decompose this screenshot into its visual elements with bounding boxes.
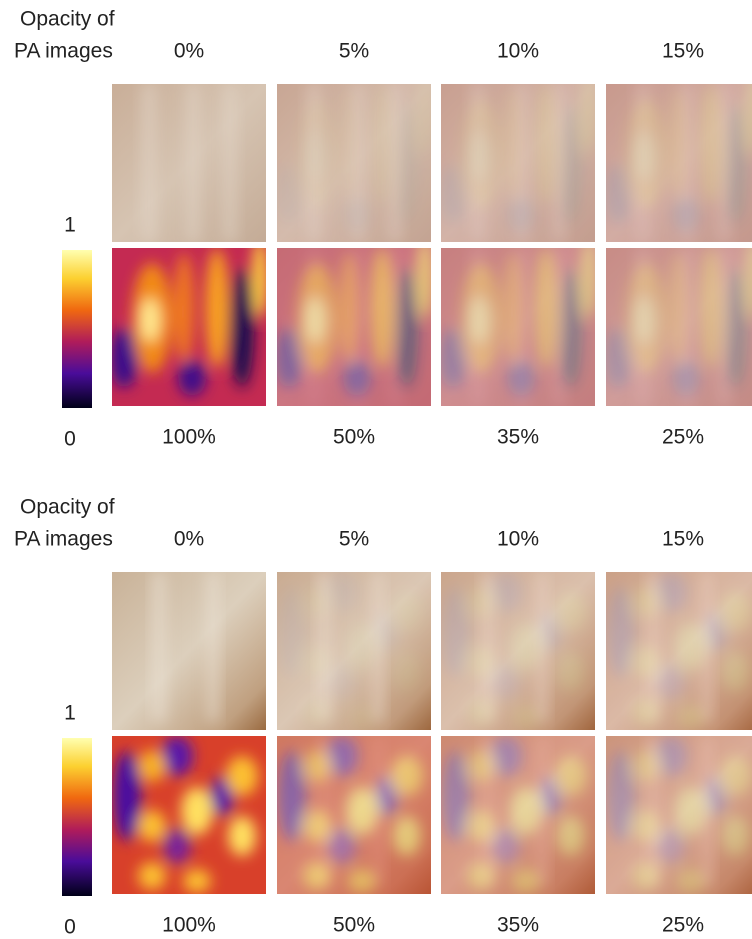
opacity-label: 0%: [174, 528, 204, 551]
colorbar-min: 0: [64, 916, 76, 939]
overlay-image: [604, 238, 752, 406]
overlay-image: [110, 238, 268, 406]
pa-image: [439, 238, 597, 406]
overlay-image: [439, 238, 597, 406]
opacity-label: 0%: [174, 40, 204, 63]
opacity-label: 5%: [339, 528, 369, 551]
opacity-label: 50%: [333, 426, 375, 449]
panel-label: Opacity of: [20, 496, 115, 519]
pa-image: [439, 74, 597, 242]
overlay-image: [606, 572, 752, 730]
opacity-label: 50%: [333, 914, 375, 937]
pa-image: [110, 238, 268, 406]
colorbar-max: 1: [64, 702, 76, 725]
pa-image: [112, 736, 266, 894]
colorbar-max: 1: [64, 214, 76, 237]
overlay-image: [112, 572, 266, 730]
opacity-label: 15%: [662, 528, 704, 551]
pa-image: [277, 736, 431, 894]
panel-label: PA images: [14, 528, 113, 551]
opacity-label: 25%: [662, 914, 704, 937]
overlay-image: [112, 736, 266, 894]
pa-image: [604, 74, 752, 242]
opacity-label: 100%: [162, 426, 216, 449]
colorbar-min: 0: [64, 428, 76, 451]
pa-image: [441, 572, 595, 730]
overlay-image: [604, 74, 752, 242]
panel: Opacity of PA images 0% 100% 5% 50% 10% 35% 15% 2…: [14, 8, 752, 451]
opacity-label: 100%: [162, 914, 216, 937]
overlay-image: [439, 74, 597, 242]
overlay-image: [275, 74, 433, 242]
colorbar: [62, 250, 92, 408]
overlay-image: [275, 238, 433, 406]
opacity-label: 10%: [497, 528, 539, 551]
pa-image: [441, 736, 595, 894]
opacity-label: 15%: [662, 40, 704, 63]
opacity-label: 5%: [339, 40, 369, 63]
opacity-label: 10%: [497, 40, 539, 63]
overlay-image: [277, 572, 431, 730]
opacity-label: 25%: [662, 426, 704, 449]
overlay-image: [277, 736, 431, 894]
panel-label: Opacity of: [20, 8, 115, 31]
overlay-image: [606, 736, 752, 894]
panel: Opacity of PA images 0% 100% 5% 50% 10% 35% 15% 2…: [14, 496, 752, 939]
pa-image: [275, 238, 433, 406]
opacity-label: 35%: [497, 914, 539, 937]
panel-label: PA images: [14, 40, 113, 63]
pa-image: [275, 74, 433, 242]
overlay-image: [441, 572, 595, 730]
pa-image: [606, 736, 752, 894]
overlay-image: [441, 736, 595, 894]
pa-image: [604, 238, 752, 406]
overlay-image: [110, 74, 268, 242]
pa-image: [277, 572, 431, 730]
opacity-label: 35%: [497, 426, 539, 449]
pa-image: [606, 572, 752, 730]
colorbar: [62, 738, 92, 896]
